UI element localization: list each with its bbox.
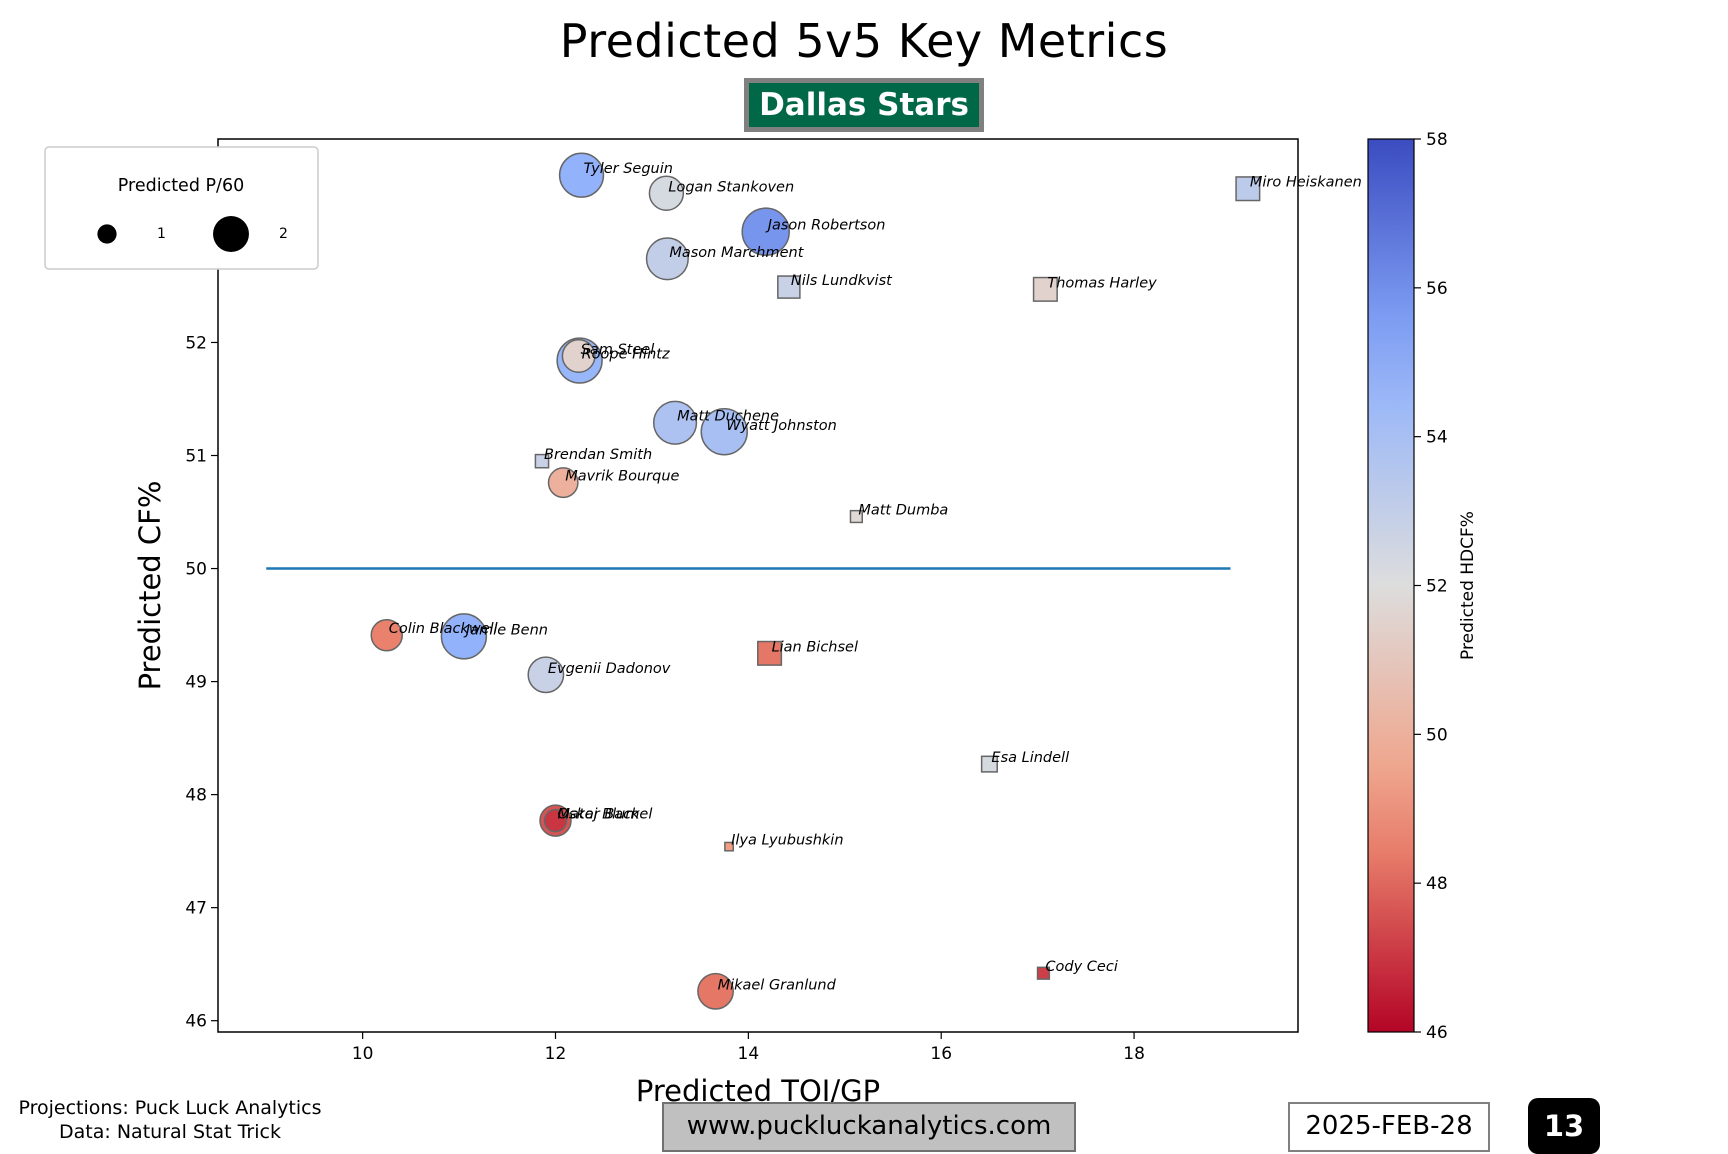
colorbar-body (1367, 138, 1415, 1033)
label-sam-steel: Sam Steel (581, 342, 655, 358)
point-cody-ceci (1036, 966, 1051, 980)
data-credit: Data: Natural Stat Trick (59, 1121, 281, 1143)
label-wyatt-johnston: Wyatt Johnston (726, 418, 837, 434)
colorbar-tick-label: 58 (1426, 130, 1448, 150)
label-colin-blackwell: Colin Blackwell (389, 621, 498, 637)
colorbar-label: Predicted HDCF% (1458, 511, 1478, 660)
point-logan-stankoven (648, 175, 685, 211)
label-mavrik-bourque: Mavrik Bourque (565, 469, 679, 485)
size-legend-title: Predicted P/60 (118, 176, 244, 196)
size-legend-label-1: 1 (157, 226, 166, 242)
size-legend-label-2: 2 (279, 226, 288, 242)
label-evgenii-dadonov: Evgenii Dadonov (548, 661, 671, 677)
size-legend-box (44, 146, 319, 270)
label-nils-lundkvist: Nils Lundkvist (791, 273, 893, 289)
colorbar-tick-label: 56 (1426, 279, 1448, 299)
x-tick-label: 18 (1123, 1044, 1145, 1064)
x-tick-label: 14 (738, 1044, 760, 1064)
website-link[interactable]: www.puckluckanalytics.com (662, 1102, 1076, 1152)
point-evgenii-dadonov (527, 656, 565, 694)
plot-frame (217, 138, 1299, 1033)
point-ilya-lyubushkin (724, 841, 734, 852)
point-wyatt-johnston (700, 408, 748, 456)
page-number-badge: 13 (1528, 1098, 1600, 1154)
plot-area: 10121416184647484950515253Predicted TOI/… (44, 130, 1478, 1108)
point-matt-duchene (652, 400, 698, 445)
point-mason-marchment (645, 237, 689, 281)
size-legend: Predicted P/60 1 2 (44, 146, 319, 270)
y-tick-label: 47 (185, 899, 207, 919)
date-label: 2025-FEB-28 (1288, 1102, 1490, 1152)
x-tick-label: 12 (545, 1044, 567, 1064)
point-lian-bichsel (757, 640, 783, 666)
point-thomas-harley (1032, 276, 1058, 302)
label-thomas-harley: Thomas Harley (1047, 275, 1157, 291)
colorbar-tick-label: 46 (1426, 1023, 1448, 1043)
point-mavrik-bourque (547, 467, 579, 499)
y-tick-label: 46 (185, 1012, 207, 1032)
point-matej-blumel (543, 808, 568, 833)
chart-title: Predicted 5v5 Key Metrics (559, 14, 1169, 68)
y-tick-label: 48 (185, 786, 207, 806)
label-esa-lindell: Esa Lindell (991, 750, 1069, 766)
y-tick-label: 51 (185, 447, 207, 467)
y-tick-label: 52 (185, 333, 207, 353)
label-logan-stankoven: Logan Stankoven (668, 179, 794, 195)
team-badge: Dallas Stars (744, 78, 984, 132)
point-nils-lundkvist (777, 275, 801, 299)
point-miro-heiskanen (1235, 176, 1261, 202)
x-tick-label: 16 (930, 1044, 952, 1064)
y-axis-label: Predicted CF% (133, 481, 167, 691)
label-jamie-benn: Jamie Benn (463, 622, 548, 638)
point-brendan-smith (534, 453, 550, 469)
point-mikael-granlund (697, 972, 734, 1010)
label-oskar-back: Oskar Back (558, 807, 641, 823)
colorbar-tick-label: 54 (1426, 428, 1448, 448)
projections-credit: Projections: Puck Luck Analytics (18, 1097, 322, 1119)
size-legend-marker-1 (97, 224, 117, 244)
point-colin-blackwell (370, 618, 403, 652)
point-matt-dumba (849, 509, 863, 524)
colorbar-tick-label: 48 (1426, 874, 1448, 894)
label-roope-hintz: Roope Hintz (582, 347, 670, 363)
y-tick-label: 49 (185, 673, 207, 693)
point-jamie-benn (440, 613, 488, 660)
label-lian-bichsel: Lian Bichsel (772, 639, 858, 655)
label-ilya-lyubushkin: Ilya Lyubushkin (731, 833, 843, 849)
point-tyler-seguin (558, 152, 605, 198)
colorbar-tick-label: 52 (1426, 577, 1448, 597)
label-matej-blumel: Matej Blumel (558, 807, 653, 823)
point-sam-steel (561, 339, 596, 374)
label-tyler-seguin: Tyler Seguin (584, 161, 673, 177)
data-points (370, 152, 1261, 1010)
label-mason-marchment: Mason Marchment (669, 245, 804, 261)
label-mikael-granlund: Mikael Granlund (718, 977, 837, 993)
label-brendan-smith: Brendan Smith (544, 447, 652, 463)
label-matt-duchene: Matt Duchene (677, 409, 779, 425)
credits: Projections: Puck Luck Analytics Data: N… (10, 1096, 330, 1144)
size-legend-marker-2 (213, 216, 249, 252)
label-jason-robertson: Jason Robertson (765, 218, 886, 234)
y-tick-label: 50 (185, 560, 207, 580)
label-matt-dumba: Matt Dumba (858, 503, 948, 519)
colorbar: 46 48 50 52 54 56 58 Predicted HDCF% (1367, 130, 1478, 1043)
point-jason-robertson (741, 207, 790, 256)
label-miro-heiskanen: Miro Heiskanen (1250, 175, 1362, 191)
label-cody-ceci: Cody Ceci (1045, 959, 1117, 975)
x-tick-label: 10 (352, 1044, 374, 1064)
colorbar-tick-label: 50 (1426, 725, 1448, 745)
point-esa-lindell (980, 755, 998, 773)
